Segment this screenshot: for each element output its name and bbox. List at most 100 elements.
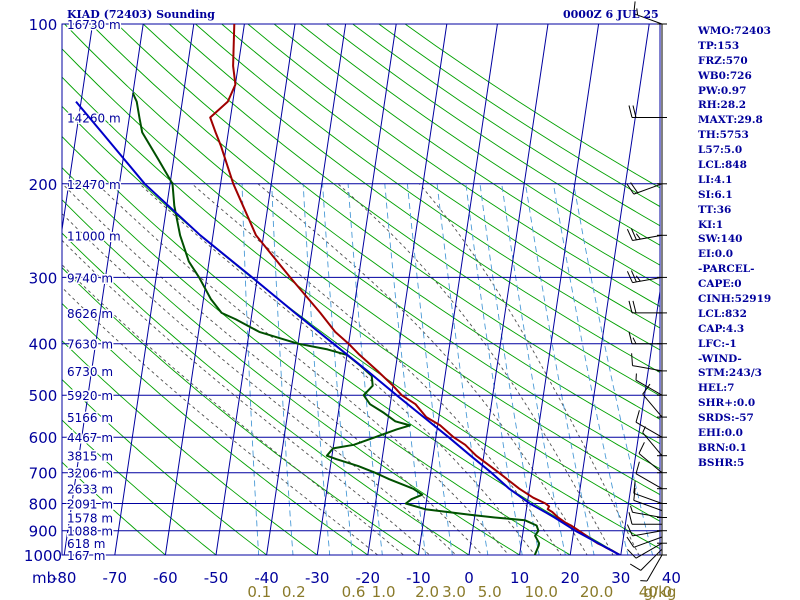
index-item: KI:1 [698, 218, 724, 231]
temperature-tick-label: -30 [305, 569, 330, 587]
height-label: 2633 m [67, 483, 113, 497]
moist-adiabat-line [257, 183, 588, 555]
wind-barb [628, 105, 662, 118]
isotherm-line [114, 23, 195, 556]
temperature-tick-label: -10 [406, 569, 431, 587]
dry-adiabat-line [300, 24, 660, 266]
moist-adiabat-line [337, 183, 614, 555]
height-label: 12470 m [67, 178, 121, 192]
isotherm-line [468, 23, 549, 556]
isotherm-line [417, 23, 498, 556]
dry-adiabat-line [62, 76, 660, 522]
index-item: LCL:832 [698, 307, 747, 320]
moist-adiabat-line [419, 183, 640, 555]
mixing-ratio-label: 0.2 [282, 583, 306, 600]
wind-barb [628, 512, 662, 525]
moist-adiabat-line [96, 183, 510, 555]
height-label: 7630 m [67, 338, 113, 352]
pressure-tick-label: 900 [29, 523, 58, 541]
dry-adiabat-line [90, 24, 660, 445]
index-item: CINH:52919 [698, 293, 772, 306]
mixing-ratio-label: g/kg [644, 583, 677, 600]
wind-barb [635, 410, 663, 438]
pressure-tick-label: 500 [29, 387, 58, 405]
mixing-ratio-line [501, 183, 566, 555]
index-item: PW:0.97 [698, 84, 747, 97]
pressure-tick-label: 700 [29, 465, 58, 483]
wind-barb [633, 488, 663, 512]
plot-frame [61, 23, 661, 556]
index-item: SW:140 [698, 233, 743, 246]
wind-barb [642, 383, 663, 418]
height-label: 6730 m [67, 365, 113, 379]
mixing-ratio-label: 1.0 [372, 583, 396, 600]
temperature-tick-label: 40 [662, 569, 681, 587]
mixing-ratio-line [406, 183, 453, 555]
wind-barb [629, 548, 663, 571]
height-label: 16730 m [67, 18, 121, 32]
isotherm-line [620, 291, 661, 556]
dry-adiabat-line [195, 24, 660, 351]
mixing-ratio-line [525, 183, 595, 555]
mixing-ratio-label: 2.0 [415, 583, 439, 600]
moist-adiabat-line [62, 212, 457, 555]
dry-adiabat-line [62, 302, 369, 555]
index-item: LFC:-1 [698, 337, 737, 350]
dry-adiabat-line [168, 24, 660, 373]
height-label: 11000 m [67, 229, 121, 243]
moist-adiabat-line [62, 286, 379, 555]
axis-unit-label: mb [32, 569, 56, 587]
stability-indices-panel: WMO:72403 TP:153 FRZ:570 WB0:726 PW:0.97 RH:2… [698, 24, 771, 471]
temperature-tick-label: 20 [561, 569, 580, 587]
height-label: 618 m [67, 537, 105, 551]
dry-adiabat-line [273, 24, 660, 287]
isotherm-line [63, 23, 144, 556]
mixing-ratio-label: 40.0 [639, 583, 672, 600]
mixing-ratio-line [384, 183, 427, 555]
temperature-tick-label: -40 [254, 569, 279, 587]
height-label: 5166 m [67, 411, 113, 425]
mixing-ratio-label: 0.6 [342, 583, 366, 600]
isotherm-line [215, 23, 296, 556]
dry-adiabat-line [116, 24, 660, 420]
index-item: CAP:4.3 [698, 322, 745, 335]
isotherm-line [61, 23, 94, 230]
chart-title: KIAD (72403) Sounding [67, 8, 215, 21]
mixing-ratio-label: 5.0 [478, 583, 502, 600]
chart-datetime: 0000Z 6 JUL 25 [563, 8, 659, 21]
pressure-tick-label: 300 [29, 269, 58, 287]
moist-adiabat-line [62, 239, 431, 555]
temperature-tick-label: -50 [204, 569, 229, 587]
temperature-line [209, 24, 621, 555]
pressure-tick-label: 200 [29, 176, 58, 194]
index-item: LI:4.1 [698, 173, 733, 186]
temperature-tick-label: -20 [356, 569, 381, 587]
isotherm-line [519, 23, 600, 556]
height-label: 5920 m [67, 389, 113, 403]
height-label: 14260 m [67, 112, 121, 126]
parcel-line [75, 100, 621, 555]
wind-barb [635, 373, 663, 396]
index-item: BRN:0.1 [698, 441, 747, 454]
index-item: SHR+:0.0 [698, 397, 756, 410]
wind-barb [631, 353, 663, 372]
wind-barb [626, 182, 663, 195]
isotherm-line [569, 23, 650, 556]
index-item: -WIND- [698, 352, 742, 365]
index-item: HEL:7 [698, 382, 735, 395]
wind-barb [626, 270, 663, 284]
temperature-tick-label: -80 [52, 569, 77, 587]
pressure-tick-label: 800 [29, 496, 58, 514]
pressure-tick-label: 1000 [24, 547, 62, 565]
index-item: TP:153 [698, 39, 740, 52]
isotherm-line [316, 23, 397, 556]
mixing-ratio-line [241, 183, 260, 555]
height-label: 4467 m [67, 431, 113, 445]
dry-adiabat-line [142, 24, 660, 397]
wind-barb [626, 228, 663, 241]
height-label: 167 m [67, 549, 105, 563]
adiabat-lines [62, 24, 660, 555]
mixing-ratio-label: 20.0 [580, 583, 613, 600]
index-item: SI:6.1 [698, 188, 733, 201]
